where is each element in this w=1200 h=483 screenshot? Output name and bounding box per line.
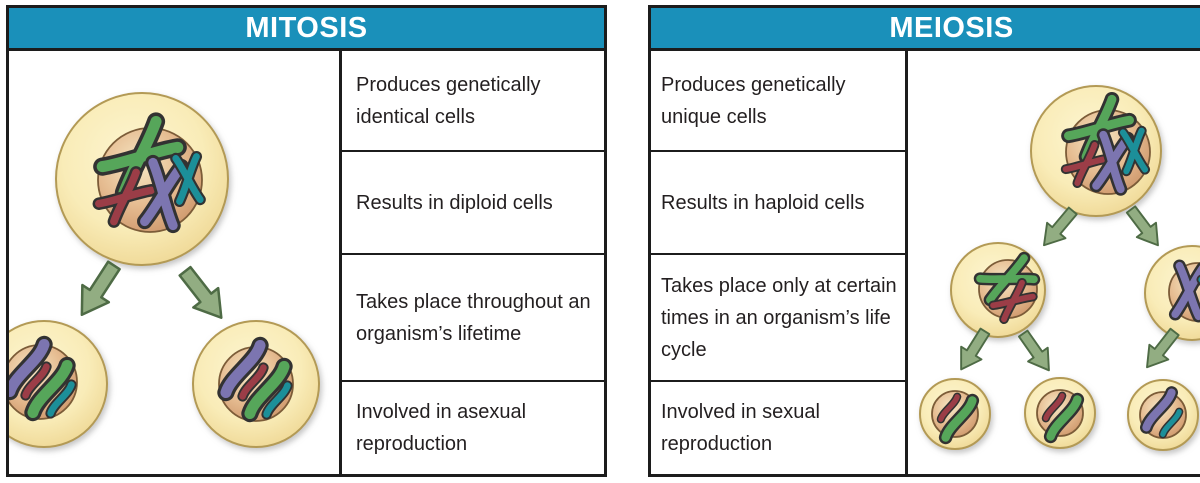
division-arrow-icon [1012,325,1060,379]
mitosis-facts: Produces genetically identical cells Res… [342,51,604,474]
fact-row: Involved in asexual reproduction [342,380,604,474]
meiosis-figure [905,51,1200,474]
mitosis-figure [9,51,342,474]
meiosis-cell-diagram [919,85,1200,451]
meiosis-panel: MEIOSIS Produces genetically unique cell… [648,5,1200,477]
fact-row: Takes place only at certain times in an … [651,253,905,380]
parent-cell [55,92,229,266]
fact-text: Involved in asexual reproduction [356,401,527,455]
mitosis-cell-diagram [9,92,320,448]
fact-row: Produces genetically identical cells [342,51,604,150]
fact-text: Takes place throughout an organism’s lif… [356,290,591,345]
gamete-cell [1024,377,1096,449]
division-arrow-icon [171,260,235,329]
division-arrow-icon [950,324,997,377]
intermediate-cell [1144,245,1200,341]
fact-row: Results in haploid cells [651,150,905,253]
fact-text: Produces genetically identical cells [356,73,541,128]
meiosis-header: MEIOSIS [651,8,1200,51]
fact-text: Results in haploid cells [661,191,865,214]
gamete-cell [1127,379,1199,451]
fact-row: Takes place throughout an organism’s lif… [342,253,604,380]
fact-row: Results in diploid cells [342,150,604,253]
fact-text: Produces genetically unique cells [661,73,846,128]
fact-row: Involved in sexual reproduction [651,380,905,474]
meiosis-facts: Produces genetically unique cells Result… [651,51,905,474]
mitosis-title: MITOSIS [245,11,368,44]
mitosis-header: MITOSIS [9,8,604,51]
fact-text: Results in diploid cells [356,191,553,214]
meiosis-title: MEIOSIS [889,11,1014,44]
fact-row: Produces genetically unique cells [651,51,905,150]
intermediate-cell [950,242,1046,338]
fact-text: Takes place only at certain times in an … [661,274,897,361]
division-arrow-icon [1120,201,1169,254]
parent-cell [1030,85,1162,217]
gamete-cell [919,378,991,450]
mitosis-body: Produces genetically identical cells Res… [9,51,604,474]
daughter-cell [192,320,320,448]
division-arrow-icon [67,255,129,325]
daughter-cell [9,320,108,448]
mitosis-panel: MITOSIS [6,5,607,477]
meiosis-body: Produces genetically unique cells Result… [651,51,1200,474]
fact-text: Involved in sexual reproduction [661,401,820,455]
